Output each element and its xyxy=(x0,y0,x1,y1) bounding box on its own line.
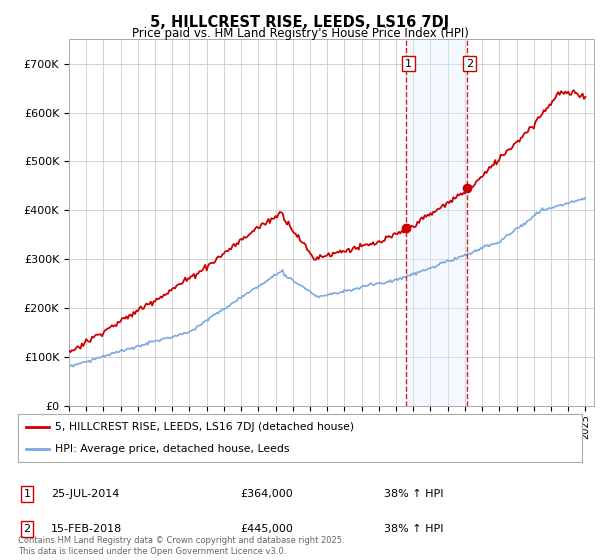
Text: 38% ↑ HPI: 38% ↑ HPI xyxy=(384,489,443,499)
Text: £445,000: £445,000 xyxy=(240,524,293,534)
Text: Price paid vs. HM Land Registry's House Price Index (HPI): Price paid vs. HM Land Registry's House … xyxy=(131,27,469,40)
Text: 1: 1 xyxy=(23,489,31,499)
Text: 38% ↑ HPI: 38% ↑ HPI xyxy=(384,524,443,534)
Text: HPI: Average price, detached house, Leeds: HPI: Average price, detached house, Leed… xyxy=(55,444,289,454)
Text: 2: 2 xyxy=(466,59,473,69)
Text: 5, HILLCREST RISE, LEEDS, LS16 7DJ: 5, HILLCREST RISE, LEEDS, LS16 7DJ xyxy=(151,15,449,30)
Text: 2: 2 xyxy=(23,524,31,534)
Text: 1: 1 xyxy=(405,59,412,69)
Text: £364,000: £364,000 xyxy=(240,489,293,499)
Text: 5, HILLCREST RISE, LEEDS, LS16 7DJ (detached house): 5, HILLCREST RISE, LEEDS, LS16 7DJ (deta… xyxy=(55,422,354,432)
Text: 25-JUL-2014: 25-JUL-2014 xyxy=(51,489,119,499)
Text: 15-FEB-2018: 15-FEB-2018 xyxy=(51,524,122,534)
Bar xyxy=(406,39,467,406)
Text: Contains HM Land Registry data © Crown copyright and database right 2025.
This d: Contains HM Land Registry data © Crown c… xyxy=(18,536,344,556)
